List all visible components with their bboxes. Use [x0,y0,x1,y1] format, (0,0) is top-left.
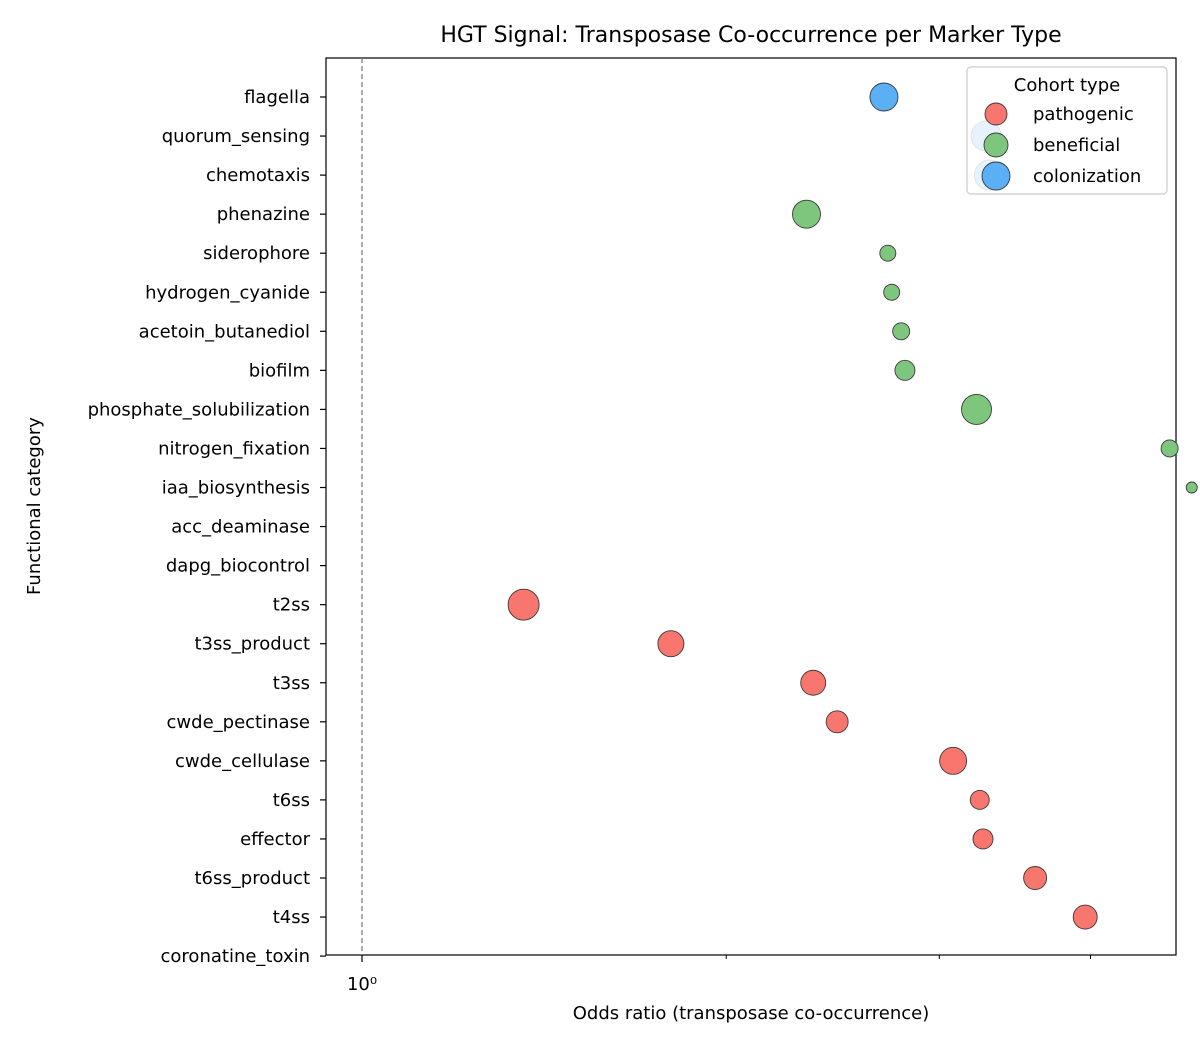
y-tick-label: coronatine_toxin [161,946,310,967]
y-axis-label: Functional category [24,417,45,595]
data-point-t6ss [969,789,990,810]
legend: Cohort type pathogenic beneficial colonizat… [966,66,1168,195]
data-point-t3ss [800,669,827,696]
y-tick-label: biofilm [249,360,310,381]
data-point-t3ss_product [657,630,685,658]
y-tick-label: flagella [244,87,310,108]
y-tick-label: phenazine [217,204,310,225]
data-point-cwde_cellulase [939,746,968,775]
y-tick-label: siderophore [203,243,310,264]
legend-marker-beneficial [983,132,1009,158]
y-tick-label: t6ss_product [195,868,311,889]
legend-label-beneficial: beneficial [1033,135,1120,156]
y-tick-label: acc_deaminase [171,517,310,538]
data-point-flagella [869,82,899,112]
x-tick-label: 10⁰ [347,974,377,995]
y-tick-label: cwde_cellulase [175,751,310,772]
data-point-t2ss [507,588,540,621]
axes-frame [325,57,1177,956]
plot-area: 10⁰ flagella quorum_sensing chemotaxis phena… [88,57,1198,995]
y-tick-label: t3ss_product [195,634,311,655]
y-tick-label: iaa_biosynthesis [162,478,310,499]
data-point-effector [972,828,994,850]
y-tick-label: chemotaxis [206,165,310,186]
chart-title: HGT Signal: Transposase Co-occurrence pe… [440,23,1061,48]
y-tick-label: quorum_sensing [162,126,310,147]
y-tick-label: t3ss [273,673,310,694]
data-point-nitrogen_fixation [1160,439,1179,458]
legend-title: Cohort type [1014,75,1120,96]
y-tick-label: phosphate_solubilization [88,399,310,420]
data-point-biofilm [894,359,916,381]
y-tick-label: nitrogen_fixation [158,438,310,459]
legend-frame [966,66,1168,195]
data-point-siderophore [879,244,897,262]
y-tick-label: hydrogen_cyanide [145,282,310,303]
legend-marker-pathogenic [984,102,1008,126]
y-tick-label: t6ss [273,790,310,811]
data-point-t4ss [1072,904,1098,930]
data-point-phosphate_solubilization [961,393,992,425]
data-point-t6ss_product [1023,866,1048,890]
legend-marker-colonization [981,161,1011,191]
legend-label-colonization: colonization [1033,166,1141,187]
y-tick-label: dapg_biocontrol [166,556,310,577]
y-tick-label: effector [240,829,311,850]
data-point-phenazine [792,199,821,229]
y-tick-label: cwde_pectinase [167,712,310,733]
data-point-hydrogen_cyanide [883,283,901,301]
y-tick-label: acetoin_butanediol [139,321,310,342]
y-tick-label: t2ss [273,595,310,616]
data-point-cwde_pectinase [825,710,849,734]
legend-label-pathogenic: pathogenic [1033,104,1134,125]
x-axis-label: Odds ratio (transposase co-occurrence) [573,1003,930,1024]
y-tick-label: t4ss [273,907,310,928]
data-point-acetoin_butanediol [892,322,911,341]
data-point-iaa_biosynthesis [1185,481,1198,494]
